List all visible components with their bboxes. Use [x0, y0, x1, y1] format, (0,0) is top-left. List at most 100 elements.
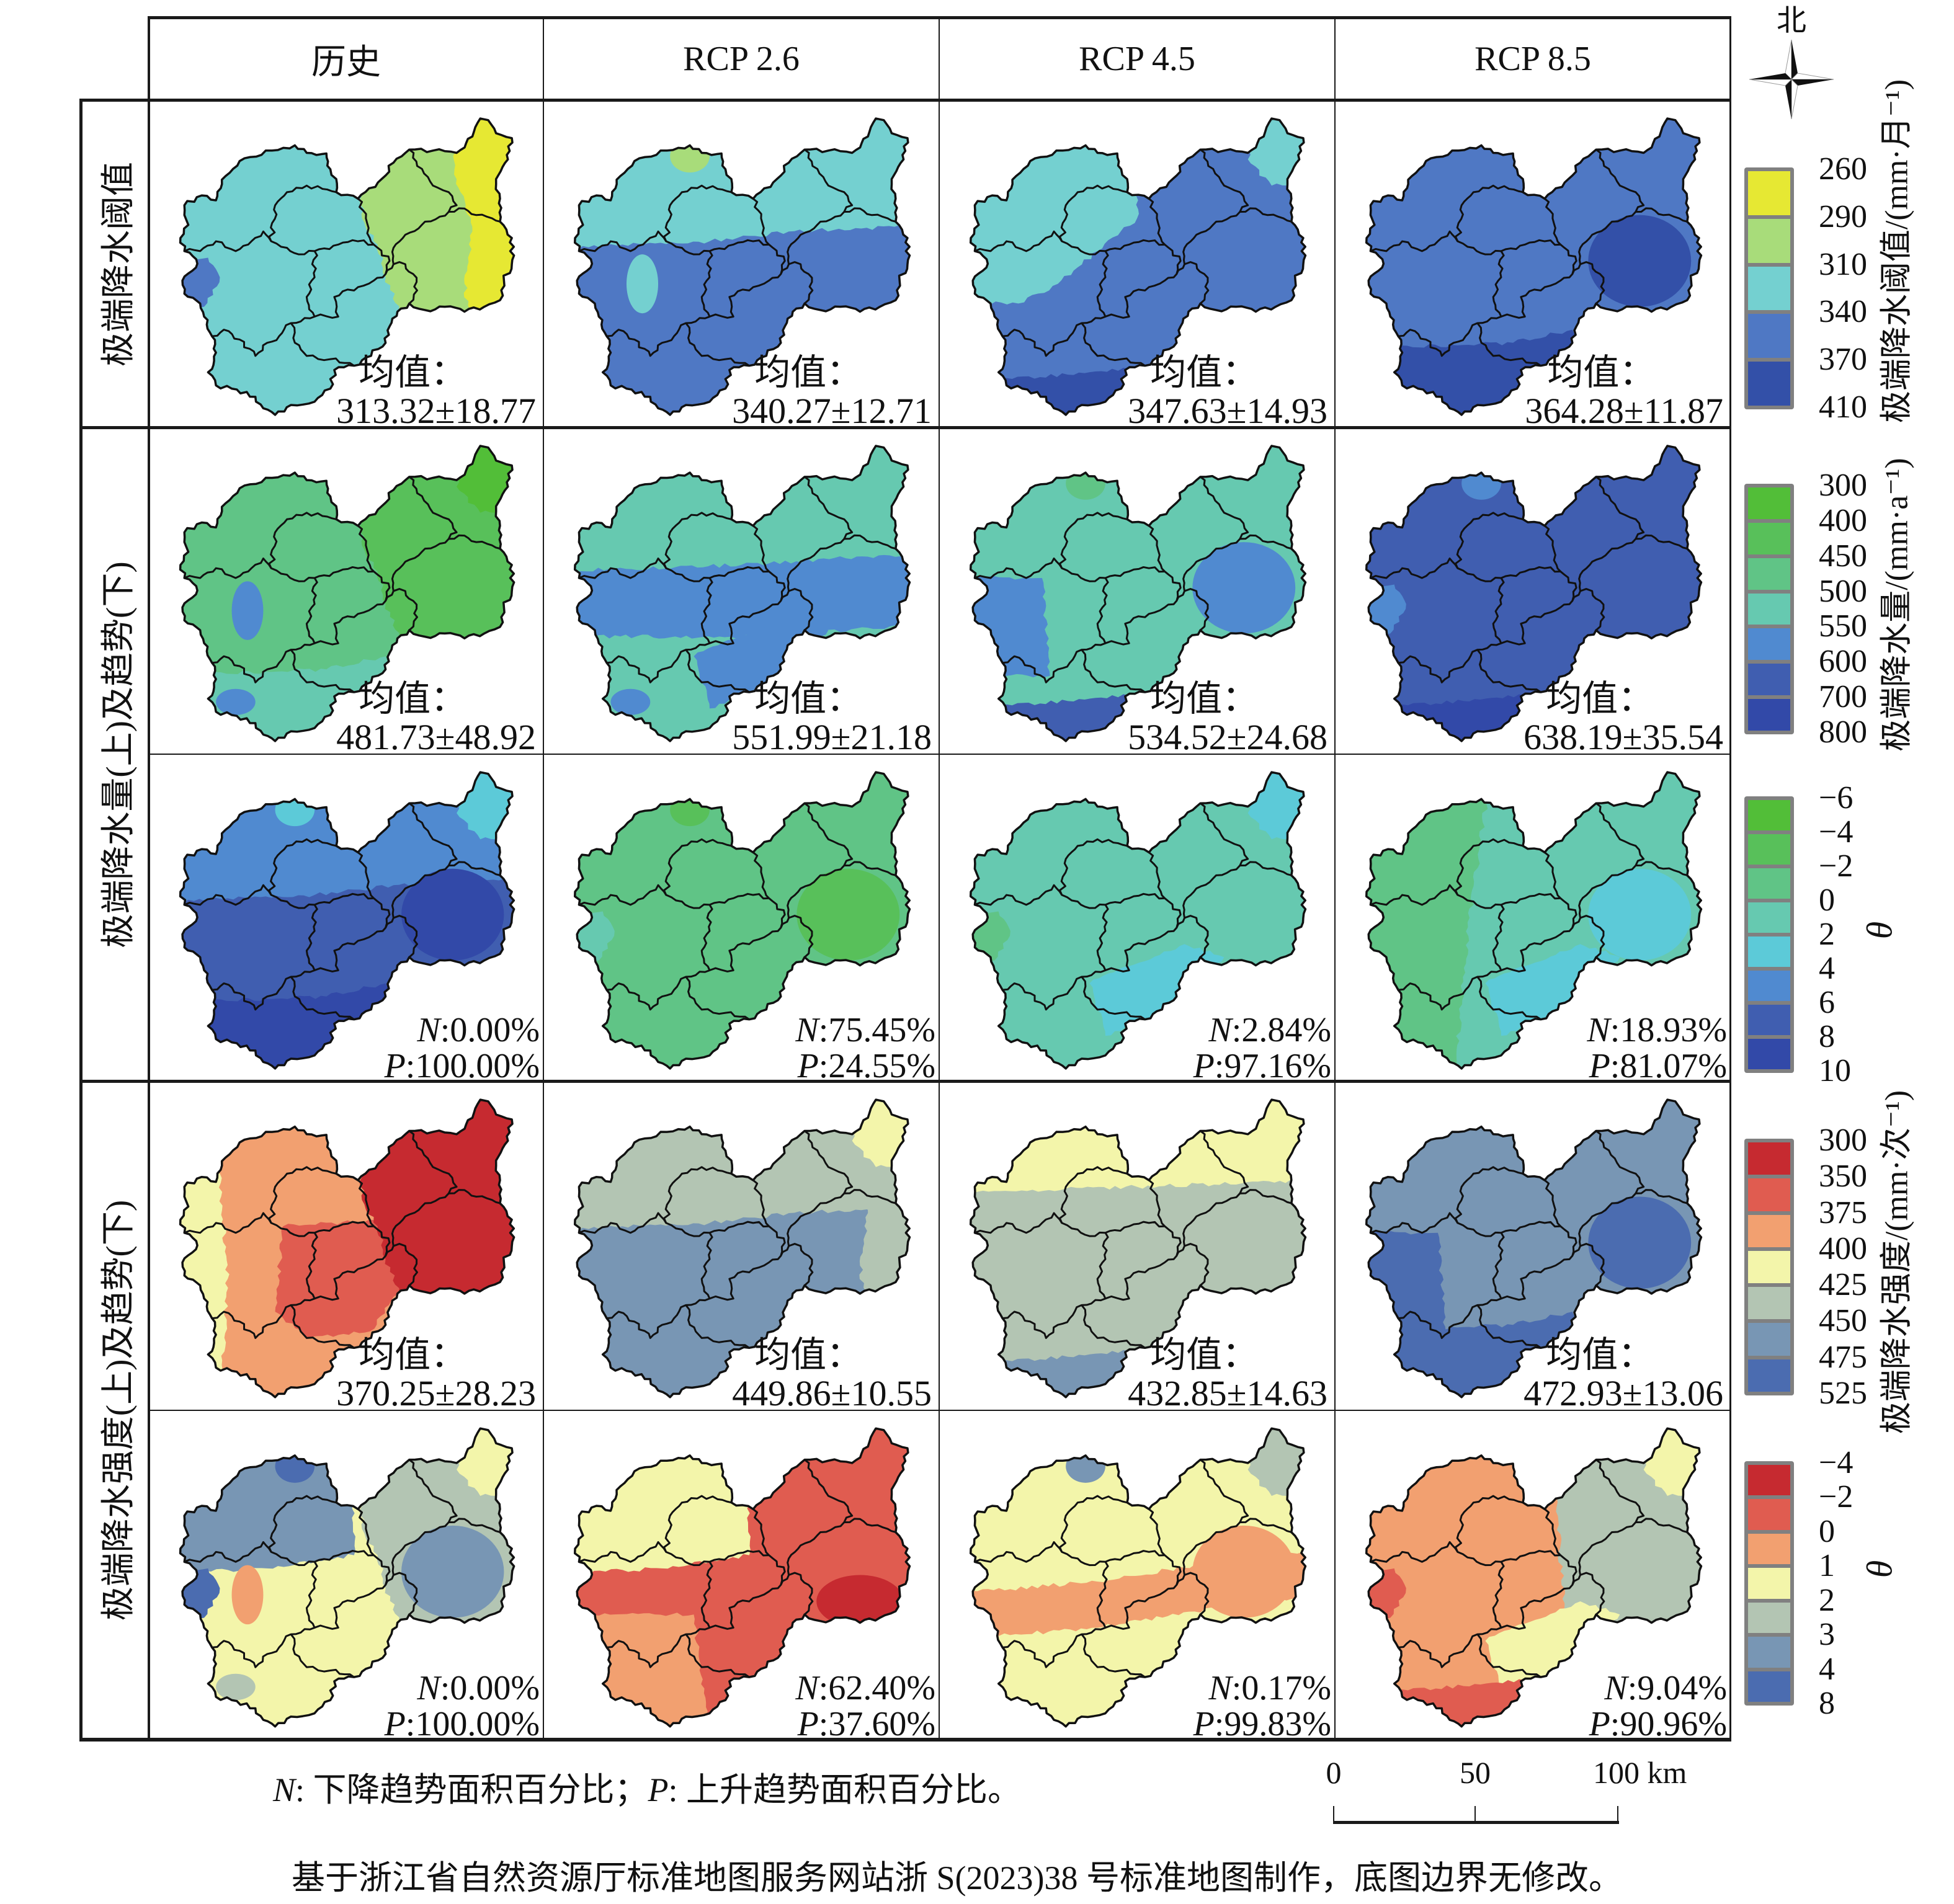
county-boundary	[409, 149, 500, 221]
p-symbol: P	[1193, 1047, 1215, 1082]
county-boundary	[1185, 1573, 1208, 1614]
p-symbol: P	[797, 1047, 819, 1082]
county-boundary	[1501, 571, 1576, 644]
map-zone-west-mid	[970, 576, 1050, 678]
county-boundary	[1581, 916, 1604, 958]
scale-bar	[1333, 1821, 1619, 1824]
county-boundary	[315, 244, 390, 318]
county-boundary	[358, 1180, 373, 1226]
mean-label: 均值：	[754, 678, 863, 719]
map-zone-sw-patch	[216, 688, 256, 715]
mean-value: 472.93±13.06	[1523, 1373, 1723, 1411]
mean-label: 均值：	[754, 1335, 863, 1375]
map-zone-east-lobe	[359, 1100, 514, 1320]
legend-break-label: −2	[1819, 1479, 1854, 1515]
county-boundary	[291, 977, 354, 1020]
map-zone-east-core	[1588, 868, 1692, 961]
legend-break-label: 4	[1819, 1651, 1835, 1687]
mean-label: 均值：	[1546, 678, 1654, 719]
county-boundary	[291, 323, 354, 366]
legend-swatch	[1748, 1142, 1790, 1175]
county-boundary	[1455, 185, 1523, 241]
legend-break-label: 2	[1819, 1582, 1835, 1618]
map-panel-threshold-rcp26: 均值： 340.27±12.71	[543, 100, 939, 428]
n-symbol: N	[417, 1011, 440, 1049]
county-boundary	[269, 1496, 336, 1552]
row-rule-intensity-split	[149, 1410, 1731, 1411]
n-value: 75.45%	[828, 1011, 935, 1049]
legend-break-label: −2	[1819, 848, 1854, 884]
county-boundary	[1082, 1305, 1145, 1348]
county-boundary	[607, 578, 712, 682]
p-value: 97.16%	[1224, 1047, 1331, 1082]
map-panel-intensity-trend-rcp45: N:0.17% P:99.83%	[939, 1410, 1335, 1740]
county-boundary	[1455, 1496, 1523, 1552]
n-value: 2.84%	[1241, 1011, 1331, 1049]
map-svg	[149, 428, 543, 754]
mean-label: 均值：	[359, 678, 467, 719]
column-rule-3	[1334, 16, 1336, 1742]
separator: :	[1610, 1047, 1620, 1082]
county-boundary	[1177, 212, 1240, 274]
legend-swatch	[1748, 1214, 1790, 1247]
legend-swatch	[1748, 1602, 1790, 1634]
county-boundary	[1370, 1542, 1560, 1565]
row-label-threshold: 极端降水阈值	[99, 161, 137, 367]
map-zone-west-mid	[1366, 1230, 1446, 1333]
n-symbol: N	[795, 1011, 819, 1049]
county-boundary	[1060, 185, 1127, 241]
county-boundary	[1478, 323, 1541, 366]
separator: :	[1610, 1011, 1620, 1049]
county-boundary	[1478, 977, 1541, 1020]
county-boundary	[1545, 526, 1561, 572]
county-boundary	[386, 1523, 449, 1585]
map-zone-center-patch	[626, 254, 659, 314]
mean-label: 均值：	[754, 352, 863, 393]
county-boundary	[1455, 1167, 1523, 1223]
map-panel-amount-trend-rcp26: N:75.45% P:24.55%	[543, 754, 939, 1082]
county-boundary	[686, 1634, 749, 1677]
p-description: : 上升趋势面积百分比。	[668, 1771, 1022, 1808]
legend-break-label: 10	[1819, 1053, 1851, 1088]
county-boundary	[781, 1193, 844, 1256]
map-svg	[939, 754, 1335, 1082]
county-boundary	[1581, 589, 1604, 631]
legend-break-label: 0	[1819, 883, 1835, 918]
county-boundary	[291, 1305, 354, 1348]
county-boundary	[710, 1226, 785, 1300]
legend-break-label: 410	[1819, 389, 1867, 425]
p-symbol: P	[1589, 1705, 1610, 1740]
county-boundary	[1545, 1180, 1561, 1226]
p-value: 81.07%	[1620, 1047, 1727, 1082]
map-svg	[543, 1410, 939, 1740]
column-header-rcp85: RCP 8.5	[1474, 40, 1591, 78]
legend-break-label: 550	[1819, 608, 1867, 644]
county-boundary	[212, 578, 317, 682]
legend-swatch	[1748, 314, 1790, 358]
county-boundary	[358, 852, 373, 898]
county-boundary	[805, 477, 896, 549]
increase-area-percent: P:100.00%	[385, 1048, 540, 1082]
county-boundary	[1149, 198, 1165, 244]
legend-break-label: 375	[1819, 1194, 1867, 1230]
region-outline	[181, 446, 514, 741]
mean-value: 370.25±28.23	[336, 1373, 536, 1411]
legend-break-label: 1	[1819, 1548, 1835, 1584]
county-boundary	[1002, 578, 1108, 682]
n-symbol: N	[273, 1771, 296, 1808]
separator: :	[1231, 1011, 1242, 1049]
mean-annotation: 均值： 313.32±18.77	[336, 354, 536, 429]
county-boundary	[1455, 839, 1523, 895]
county-boundary	[393, 1573, 417, 1614]
map-panel-amount-trend-rcp45: N:2.84% P:97.16%	[939, 754, 1335, 1082]
county-boundary	[789, 1244, 813, 1286]
county-boundary	[184, 885, 373, 908]
legend-3-title: 极端降水强度/(mm·次⁻¹)	[1879, 1090, 1915, 1435]
separator: :	[1627, 1669, 1638, 1707]
legend-swatch	[1748, 593, 1790, 625]
n-symbol: N	[417, 1669, 440, 1707]
separator: :	[818, 1011, 829, 1049]
mean-annotation: 均值： 364.28±11.87	[1525, 354, 1723, 429]
p-value: 99.83%	[1224, 1705, 1331, 1740]
mean-value: 449.86±10.55	[732, 1373, 932, 1411]
